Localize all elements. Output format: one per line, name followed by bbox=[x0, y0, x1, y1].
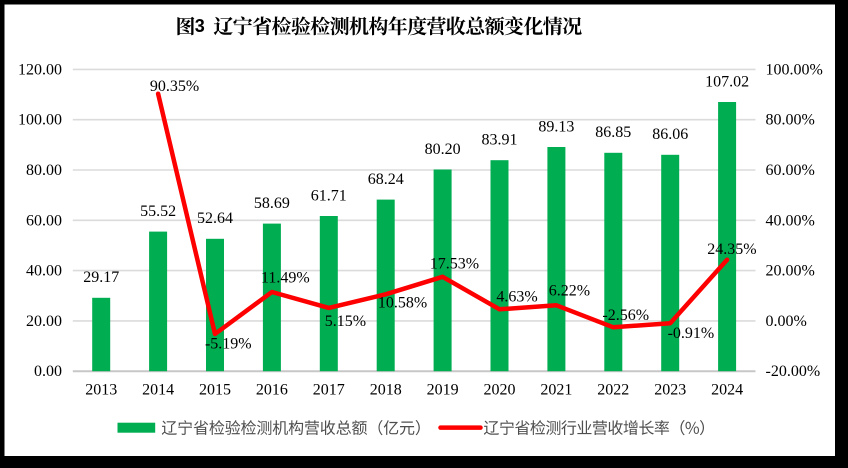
svg-text:58.69: 58.69 bbox=[254, 195, 290, 212]
svg-text:0.00: 0.00 bbox=[34, 363, 62, 380]
svg-text:100.00%: 100.00% bbox=[766, 61, 823, 78]
svg-text:107.02: 107.02 bbox=[705, 73, 749, 90]
svg-text:2014: 2014 bbox=[142, 382, 174, 399]
svg-text:60.00%: 60.00% bbox=[766, 162, 815, 179]
svg-text:-5.19%: -5.19% bbox=[205, 336, 252, 353]
svg-text:4.63%: 4.63% bbox=[496, 289, 537, 306]
svg-text:2016: 2016 bbox=[256, 382, 288, 399]
svg-text:2013: 2013 bbox=[85, 382, 117, 399]
svg-text:-0.91%: -0.91% bbox=[668, 325, 715, 342]
svg-text:80.20: 80.20 bbox=[425, 141, 461, 158]
svg-text:24.35%: 24.35% bbox=[707, 241, 756, 258]
svg-text:120.00: 120.00 bbox=[18, 61, 62, 78]
svg-text:2024: 2024 bbox=[711, 382, 743, 399]
svg-text:2023: 2023 bbox=[654, 382, 686, 399]
svg-text:52.64: 52.64 bbox=[197, 210, 233, 227]
svg-text:2022: 2022 bbox=[597, 382, 629, 399]
svg-text:2021: 2021 bbox=[540, 382, 572, 399]
svg-text:-20.00%: -20.00% bbox=[766, 363, 821, 380]
svg-text:89.13: 89.13 bbox=[538, 118, 574, 135]
svg-text:6.22%: 6.22% bbox=[549, 283, 590, 300]
svg-text:83.91: 83.91 bbox=[482, 132, 518, 149]
svg-text:80.00: 80.00 bbox=[26, 162, 62, 179]
svg-text:2018: 2018 bbox=[370, 382, 402, 399]
svg-text:2020: 2020 bbox=[484, 382, 516, 399]
svg-text:68.24: 68.24 bbox=[368, 171, 404, 188]
svg-text:100.00: 100.00 bbox=[18, 112, 62, 129]
svg-text:2019: 2019 bbox=[427, 382, 459, 399]
svg-text:0.00%: 0.00% bbox=[766, 313, 807, 330]
svg-text:11.49%: 11.49% bbox=[261, 269, 310, 286]
svg-text:86.85: 86.85 bbox=[595, 124, 631, 141]
svg-text:2015: 2015 bbox=[199, 382, 231, 399]
svg-text:55.52: 55.52 bbox=[140, 203, 176, 220]
svg-text:3: 3 bbox=[195, 16, 205, 36]
svg-text:29.17: 29.17 bbox=[83, 269, 119, 286]
svg-text:10.58%: 10.58% bbox=[378, 295, 427, 312]
svg-text:60.00: 60.00 bbox=[26, 212, 62, 229]
svg-text:2017: 2017 bbox=[313, 382, 345, 399]
svg-text:5.15%: 5.15% bbox=[325, 313, 366, 330]
svg-text:17.53%: 17.53% bbox=[430, 256, 479, 273]
svg-text:40.00%: 40.00% bbox=[766, 212, 815, 229]
svg-text:86.06: 86.06 bbox=[652, 126, 688, 143]
svg-text:40.00: 40.00 bbox=[26, 263, 62, 280]
svg-text:20.00%: 20.00% bbox=[766, 263, 815, 280]
svg-text:-2.56%: -2.56% bbox=[602, 307, 649, 324]
svg-text:61.71: 61.71 bbox=[311, 187, 347, 204]
svg-text:80.00%: 80.00% bbox=[766, 112, 815, 129]
svg-text:20.00: 20.00 bbox=[26, 313, 62, 330]
svg-text:90.35%: 90.35% bbox=[150, 78, 199, 95]
